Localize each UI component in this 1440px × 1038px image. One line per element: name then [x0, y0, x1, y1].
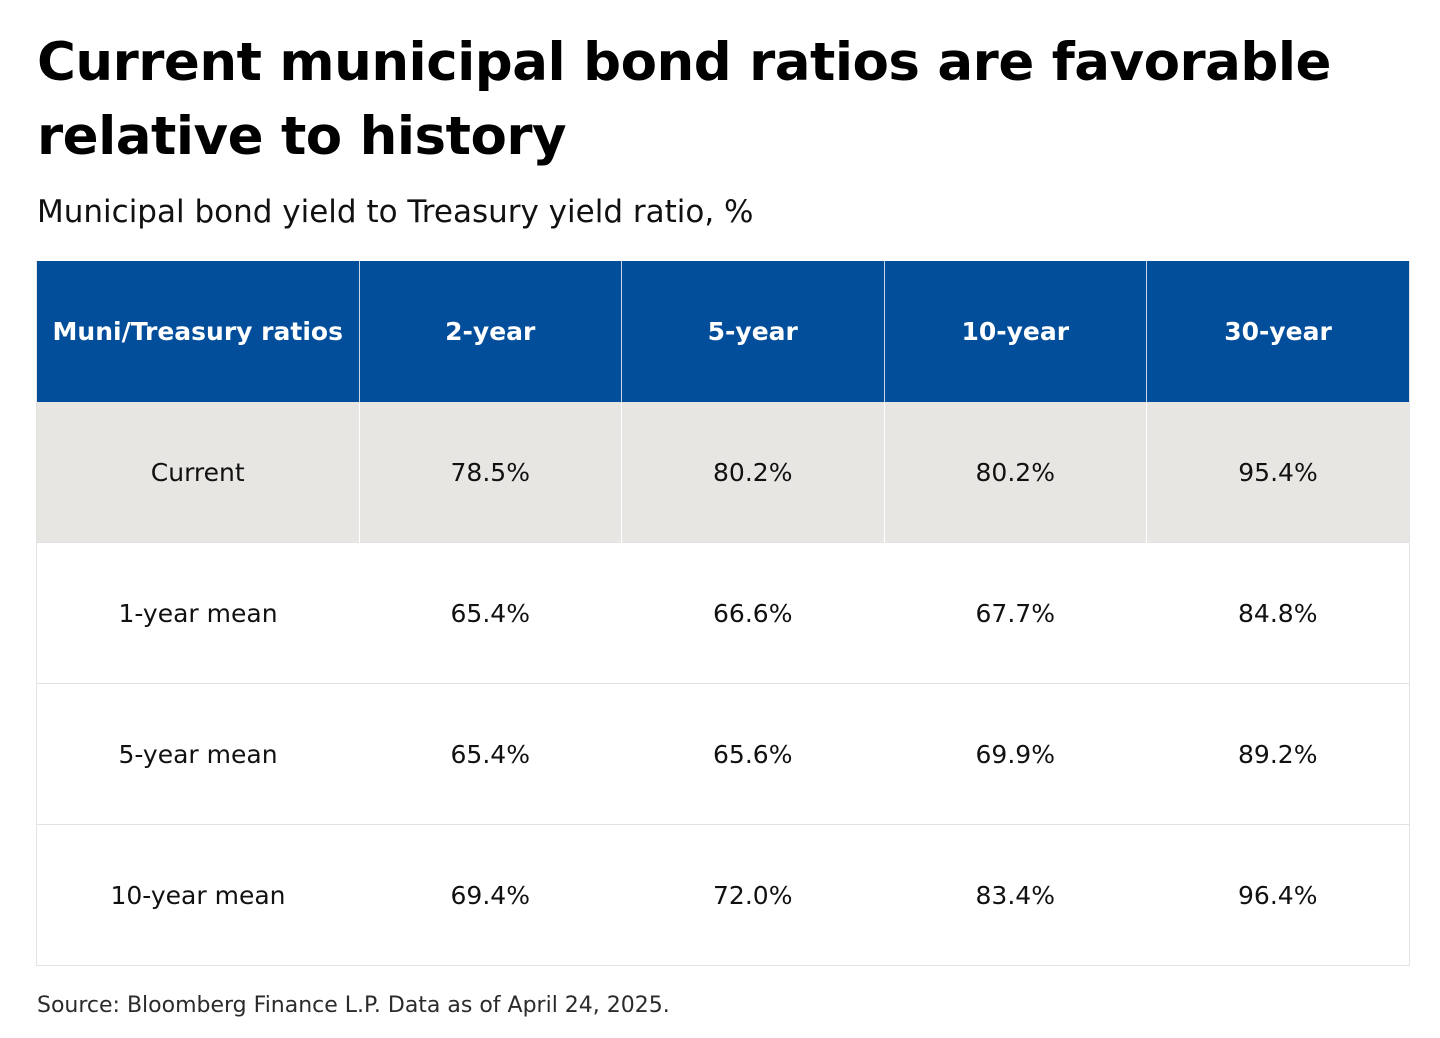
table-cell: 69.4% [359, 824, 622, 965]
chart-title: Current municipal bond ratios are favora… [37, 32, 1331, 167]
header-cell-5-year: 5-year [621, 261, 884, 402]
table-cell: 83.4% [884, 824, 1147, 965]
table-cell: 84.8% [1146, 542, 1409, 684]
table-row-1-year-mean: 1-year mean 65.4% 66.6% 67.7% 84.8% [37, 542, 1409, 684]
row-label: 10-year mean [37, 824, 359, 965]
table-cell: 72.0% [621, 824, 884, 965]
header-cell-10-year: 10-year [883, 261, 1147, 402]
row-label: 5-year mean [37, 683, 359, 825]
table-cell: 65.6% [621, 683, 884, 825]
table-cell: 65.4% [359, 683, 622, 825]
ratios-table: Muni/Treasury ratios 2-year 5-year 10-ye… [37, 261, 1409, 965]
table-row-current: Current 78.5% 80.2% 80.2% 95.4% [37, 402, 1409, 543]
table-row-5-year-mean: 5-year mean 65.4% 65.6% 69.9% 89.2% [37, 683, 1409, 825]
table-cell: 80.2% [883, 402, 1147, 543]
table-cell: 95.4% [1146, 402, 1409, 543]
table-cell: 89.2% [1146, 683, 1409, 825]
table-header: Muni/Treasury ratios 2-year 5-year 10-ye… [37, 261, 1409, 402]
ratios-table-container: Muni/Treasury ratios 2-year 5-year 10-ye… [36, 261, 1410, 966]
chart-subtitle: Municipal bond yield to Treasury yield r… [37, 194, 754, 230]
table-cell: 66.6% [621, 542, 884, 684]
table-cell: 69.9% [884, 683, 1147, 825]
table-row-10-year-mean: 10-year mean 69.4% 72.0% 83.4% 96.4% [37, 824, 1409, 965]
header-cell-label: Muni/Treasury ratios [37, 261, 359, 402]
row-label: Current [37, 402, 359, 543]
table-cell: 80.2% [621, 402, 884, 543]
table-cell: 65.4% [359, 542, 622, 684]
table-body: Current 78.5% 80.2% 80.2% 95.4% 1-year m… [37, 402, 1409, 965]
source-note: Source: Bloomberg Finance L.P. Data as o… [37, 993, 670, 1018]
table-cell: 78.5% [358, 402, 622, 543]
table-cell: 96.4% [1146, 824, 1409, 965]
header-cell-30-year: 30-year [1146, 261, 1409, 402]
header-row: Muni/Treasury ratios 2-year 5-year 10-ye… [37, 261, 1409, 402]
row-label: 1-year mean [37, 542, 359, 684]
header-cell-2-year: 2-year [358, 261, 622, 402]
table-cell: 67.7% [884, 542, 1147, 684]
